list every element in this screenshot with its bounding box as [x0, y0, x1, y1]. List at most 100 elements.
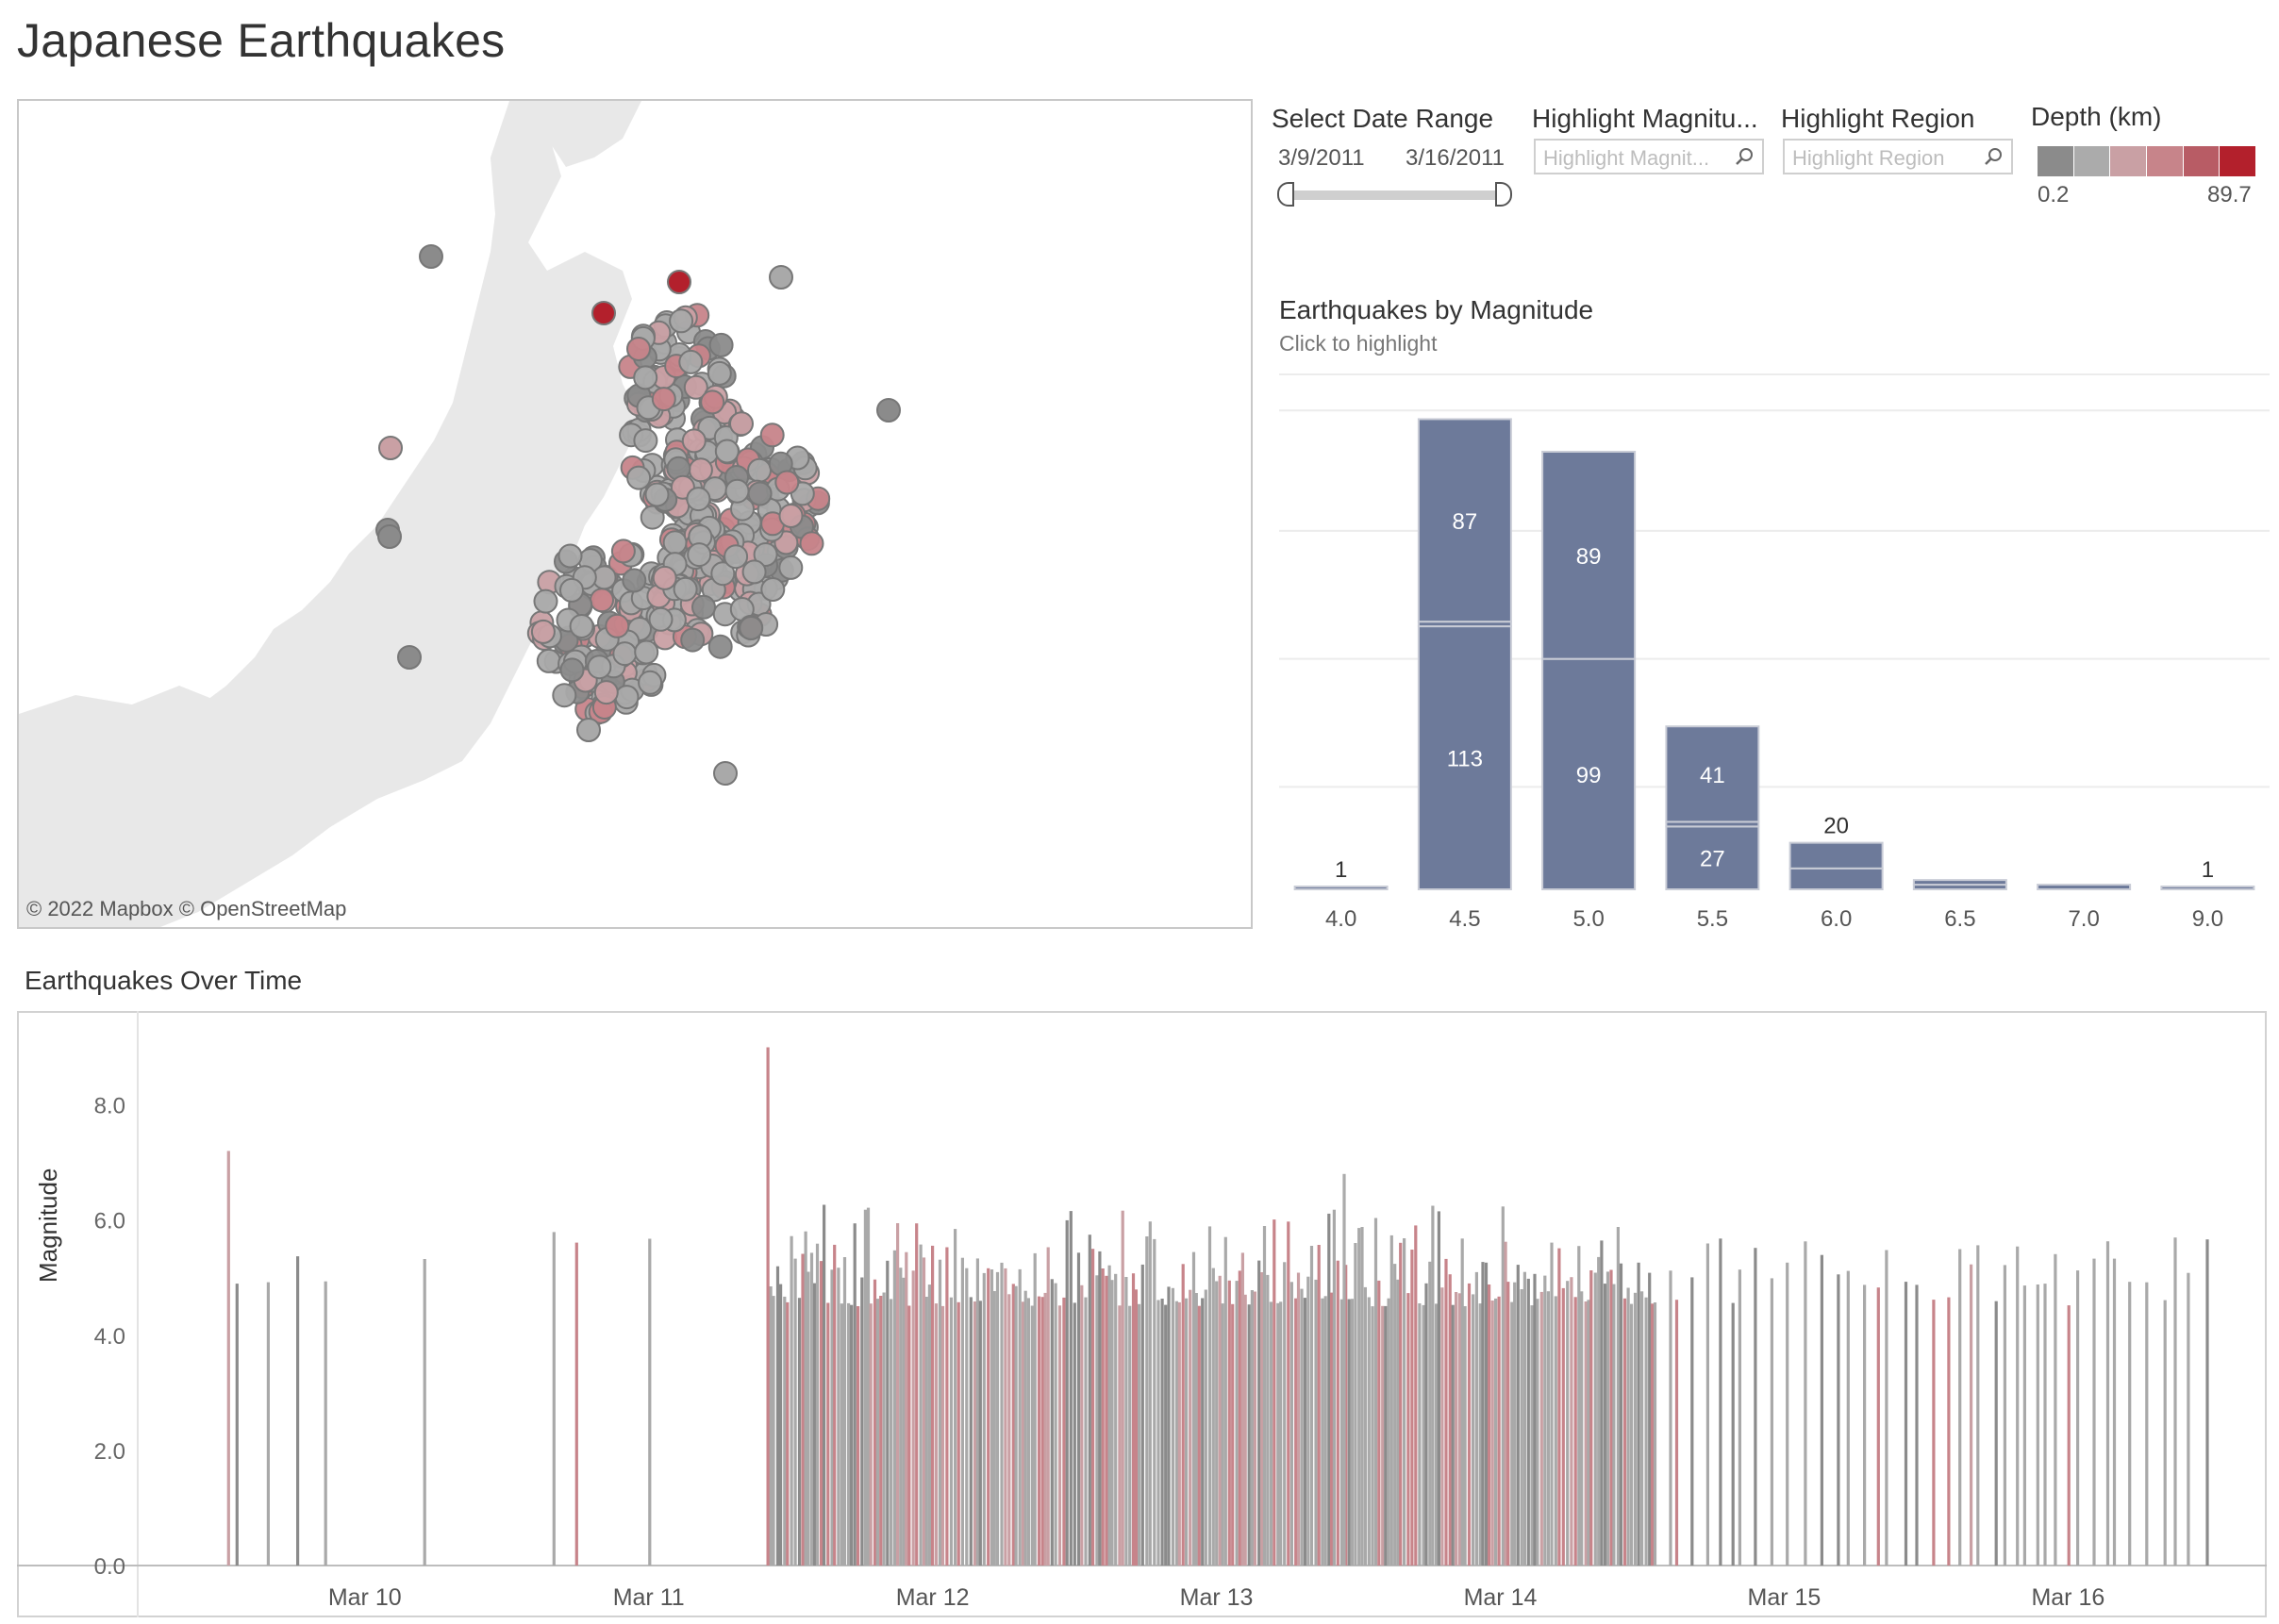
timeline-bar[interactable]: [1330, 1292, 1334, 1566]
quake-marker[interactable]: [687, 542, 712, 568]
timeline-bar[interactable]: [1577, 1246, 1581, 1566]
timeline-bar[interactable]: [826, 1302, 830, 1566]
quake-marker[interactable]: [741, 559, 767, 585]
timeline-bar[interactable]: [1640, 1291, 1644, 1566]
timeline-bar[interactable]: [1026, 1298, 1030, 1566]
timeline-bar[interactable]: [1619, 1263, 1623, 1566]
quake-marker[interactable]: [634, 639, 659, 665]
timeline-bar[interactable]: [1238, 1270, 1241, 1566]
timeline-bar[interactable]: [1240, 1252, 1244, 1566]
quake-marker[interactable]: [739, 616, 764, 640]
timeline-bar[interactable]: [847, 1302, 851, 1566]
timeline-bar[interactable]: [1231, 1303, 1235, 1566]
timeline-bar[interactable]: [1622, 1298, 1627, 1566]
quake-marker[interactable]: [559, 577, 584, 603]
timeline-bar[interactable]: [1460, 1238, 1464, 1566]
timeline-bar[interactable]: [1612, 1284, 1616, 1566]
timeline-bar[interactable]: [892, 1250, 896, 1566]
timeline-bar[interactable]: [1309, 1246, 1314, 1566]
timeline-bar[interactable]: [1227, 1280, 1231, 1566]
timeline-bar[interactable]: [1786, 1262, 1789, 1566]
timeline-bar[interactable]: [1381, 1305, 1385, 1566]
timeline-bar[interactable]: [1976, 1245, 1980, 1566]
timeline-bar[interactable]: [2205, 1239, 2209, 1566]
timeline-bar[interactable]: [2145, 1282, 2149, 1566]
timeline-bar[interactable]: [1321, 1298, 1324, 1566]
quake-marker[interactable]: [680, 627, 706, 653]
quake-marker[interactable]: [419, 244, 443, 269]
timeline-bar[interactable]: [1030, 1305, 1034, 1566]
timeline-bar[interactable]: [1533, 1273, 1537, 1566]
timeline-bar[interactable]: [1573, 1297, 1577, 1566]
timeline-bar[interactable]: [2092, 1258, 2096, 1566]
timeline-bar[interactable]: [1266, 1274, 1270, 1566]
quake-marker[interactable]: [640, 505, 665, 530]
timeline-bar[interactable]: [2105, 1241, 2110, 1566]
timeline-bar[interactable]: [1435, 1303, 1439, 1566]
timeline-bar[interactable]: [324, 1281, 327, 1566]
timeline-bar[interactable]: [1124, 1277, 1128, 1566]
timeline-bar[interactable]: [886, 1260, 890, 1566]
timeline-bar[interactable]: [1422, 1304, 1425, 1566]
quake-marker[interactable]: [778, 555, 804, 580]
quake-marker[interactable]: [667, 270, 691, 294]
timeline-bar[interactable]: [1007, 1294, 1011, 1566]
timeline-bar[interactable]: [1095, 1275, 1099, 1566]
timeline-bar[interactable]: [1037, 1296, 1041, 1566]
timeline-bar[interactable]: [1651, 1303, 1655, 1566]
timeline-bar[interactable]: [2043, 1284, 2047, 1566]
timeline-bar[interactable]: [1247, 1304, 1251, 1566]
timeline-bar[interactable]: [2128, 1282, 2132, 1566]
timeline-bar[interactable]: [1424, 1283, 1428, 1566]
timeline-bar[interactable]: [235, 1284, 239, 1566]
timeline-bar[interactable]: [1336, 1260, 1339, 1566]
quake-marker[interactable]: [569, 614, 594, 638]
timeline-bar[interactable]: [1448, 1274, 1452, 1566]
timeline-bar[interactable]: [1754, 1248, 1757, 1566]
timeline-bar[interactable]: [1384, 1305, 1388, 1566]
quake-marker[interactable]: [622, 568, 647, 593]
timeline-bar[interactable]: [1050, 1279, 1054, 1566]
timeline-bar[interactable]: [1243, 1294, 1247, 1566]
quake-marker[interactable]: [536, 648, 561, 673]
quake-marker[interactable]: [612, 641, 638, 667]
timeline-bar[interactable]: [902, 1277, 906, 1566]
timeline-bar[interactable]: [954, 1229, 957, 1566]
timeline-bar[interactable]: [969, 1297, 973, 1566]
timeline-bar[interactable]: [1201, 1298, 1205, 1566]
timeline-bar[interactable]: [1253, 1291, 1256, 1566]
timeline-bar[interactable]: [1269, 1301, 1273, 1566]
timeline-bar[interactable]: [2003, 1265, 2006, 1566]
timeline-bar[interactable]: [1360, 1227, 1364, 1566]
timeline-bar[interactable]: [992, 1291, 996, 1566]
timeline-bar[interactable]: [1472, 1294, 1475, 1566]
timeline-bar[interactable]: [2187, 1272, 2190, 1566]
timeline-bar[interactable]: [1536, 1299, 1539, 1566]
timeline-bar[interactable]: [1314, 1279, 1318, 1566]
timeline-bar[interactable]: [1530, 1305, 1534, 1566]
quake-marker[interactable]: [378, 436, 403, 460]
quake-marker[interactable]: [669, 308, 694, 334]
timeline-bar[interactable]: [775, 1266, 780, 1566]
timeline-bar[interactable]: [1283, 1262, 1287, 1566]
timeline-bar[interactable]: [931, 1245, 935, 1566]
timeline-bar[interactable]: [1932, 1300, 1936, 1566]
timeline-bar[interactable]: [1218, 1275, 1222, 1566]
timeline-bar[interactable]: [1403, 1238, 1406, 1566]
timeline-bar[interactable]: [1339, 1299, 1343, 1566]
timeline-bar[interactable]: [1406, 1293, 1410, 1566]
quake-marker[interactable]: [614, 685, 640, 710]
timeline-bar[interactable]: [940, 1305, 945, 1566]
timeline-bar[interactable]: [1076, 1252, 1081, 1566]
timeline-bar[interactable]: [1543, 1275, 1547, 1566]
timeline-bar[interactable]: [949, 1297, 953, 1566]
timeline-bar[interactable]: [1510, 1301, 1514, 1566]
timeline-bar[interactable]: [1546, 1291, 1550, 1566]
quake-marker[interactable]: [587, 655, 612, 680]
timeline-bar[interactable]: [772, 1296, 775, 1566]
timeline-bar[interactable]: [1300, 1288, 1304, 1566]
quake-marker[interactable]: [633, 365, 658, 390]
timeline-bar[interactable]: [915, 1223, 919, 1566]
timeline-bar[interactable]: [1101, 1268, 1105, 1566]
quake-marker[interactable]: [633, 428, 658, 454]
